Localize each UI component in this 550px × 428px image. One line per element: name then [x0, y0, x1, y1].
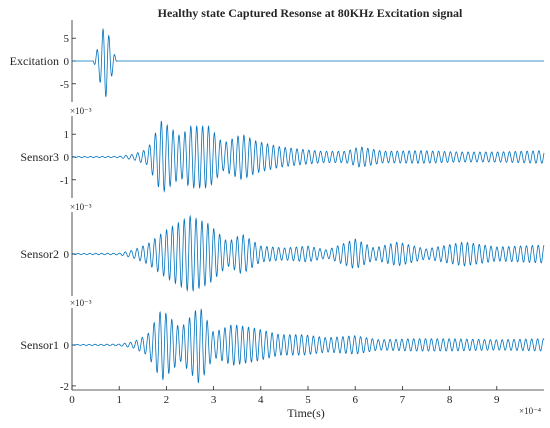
- x-tick-label: 6: [352, 394, 358, 406]
- series-line-sensor1: [71, 308, 545, 384]
- y-axis-label-excitation: Excitation: [10, 54, 59, 68]
- series-line-sensor2: [71, 214, 545, 292]
- y-tick-label: -5: [60, 79, 70, 91]
- x-tick-label: 0: [69, 394, 75, 406]
- series-line-sensor3: [71, 120, 545, 193]
- x-tick-label: 7: [400, 394, 406, 406]
- y-axis-label-sensor3: Sensor3: [20, 150, 59, 164]
- chart-title: Healthy state Captured Resonse at 80KHz …: [158, 6, 463, 20]
- subplot-sensor1: 0 -2 Sensor1 ×10⁻³: [20, 298, 545, 393]
- y-axis-exponent: ×10⁻³: [70, 298, 92, 308]
- x-tick-label: 9: [494, 394, 500, 406]
- x-tick-label: 2: [164, 394, 170, 406]
- x-tick-label: 8: [447, 394, 453, 406]
- y-tick-label: 0: [64, 249, 70, 261]
- x-tick-label: 5: [305, 394, 311, 406]
- x-tick-label: 4: [258, 394, 264, 406]
- y-tick-label: -2: [60, 381, 69, 393]
- x-tick-label: 3: [211, 394, 217, 406]
- x-axis-exponent: ×10⁻⁴: [519, 406, 541, 416]
- series-line-excitation: [72, 27, 544, 97]
- y-tick-label: 0: [64, 56, 70, 68]
- y-tick-label: 0: [64, 152, 70, 164]
- x-tick-label: 1: [116, 394, 122, 406]
- y-axis-exponent: ×10⁻³: [70, 202, 92, 212]
- x-axis: 0 1 2 3 4 5 6 7 8 9: [69, 386, 544, 406]
- subplot-sensor2: 0 Sensor2 ×10⁻³: [20, 202, 545, 296]
- y-axis-label-sensor2: Sensor2: [20, 247, 59, 261]
- y-tick-label: 0: [64, 340, 70, 352]
- x-axis-label: Time(s): [287, 406, 325, 420]
- y-axis-label-sensor1: Sensor1: [20, 338, 59, 352]
- y-axis-exponent: ×10⁻³: [70, 106, 92, 116]
- y-tick-label: 5: [64, 33, 70, 45]
- y-tick-label: -1: [60, 175, 69, 187]
- y-tick-label: 1: [64, 129, 70, 141]
